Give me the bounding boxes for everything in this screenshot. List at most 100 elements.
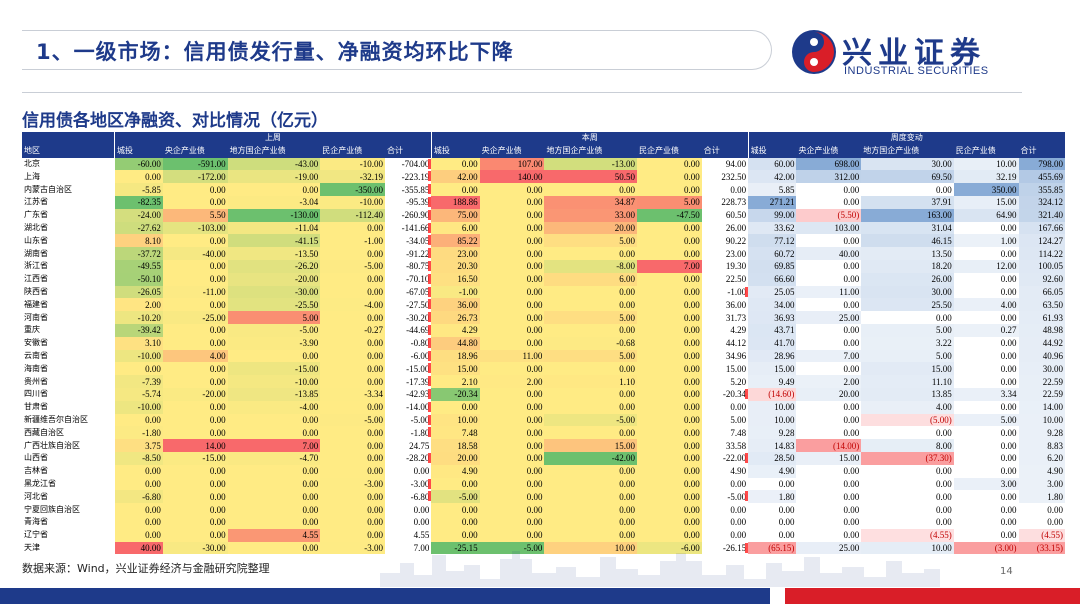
- last-value-cell: -30.00: [162, 541, 228, 555]
- curr-value-cell: 0.00: [544, 464, 637, 478]
- last-value-cell: 0.00: [114, 503, 163, 516]
- curr-value-cell: -42.00: [544, 451, 637, 465]
- curr-value-cell: 0.00: [544, 285, 637, 299]
- last-value-cell: 0.00: [162, 336, 228, 350]
- last-value-cell: 2.00: [114, 298, 163, 312]
- chg-value-cell: 1.00: [953, 234, 1019, 248]
- last-value-cell: 0.00: [162, 298, 228, 312]
- curr-value-cell: -25.15: [431, 541, 480, 555]
- chg-value-cell: 40.96: [1018, 349, 1065, 363]
- curr-value-cell: 11.00: [479, 349, 545, 363]
- last-value-cell: -13.85: [227, 387, 321, 401]
- last-value-cell: -0.27: [320, 323, 385, 337]
- curr-value-cell: 0.00: [479, 464, 545, 478]
- curr-value-cell: 0.00: [636, 503, 702, 516]
- chg-value-cell: 0.00: [861, 183, 954, 196]
- table-row: 重庆 -39.42 0.00 -5.00 -0.27 -44.69 4.29 0.00 0.00…: [22, 323, 1065, 337]
- last-value-cell: -130.00: [227, 208, 321, 222]
- chg-value-cell: 34.00: [748, 298, 797, 312]
- chg-value-cell: 8.83: [1018, 439, 1065, 452]
- last-value-cell: -15.00: [227, 362, 321, 376]
- curr-value-cell: 7.00: [636, 259, 702, 273]
- chg-value-cell: 0.00: [796, 195, 862, 209]
- last-value-cell: -172.00: [162, 170, 228, 184]
- curr-value-cell: 0.00: [636, 349, 702, 363]
- region-cell: 海南省: [24, 363, 48, 373]
- curr-value-cell: -5.00: [544, 413, 637, 427]
- column-header: 央企产业债: [479, 144, 545, 158]
- curr-value-cell: 0.00: [479, 490, 545, 504]
- last-value-cell: -10.00: [320, 195, 385, 209]
- last-value-cell: -15.00: [384, 362, 432, 376]
- table-row: 辽宁省 0.00 0.00 4.55 0.00 4.55 0.00 0.00 0.00 0.00 0…: [22, 528, 1065, 542]
- group-header-weekly-change: 周度变动: [747, 132, 1065, 145]
- last-value-cell: -223.19: [384, 170, 432, 184]
- curr-value-cell: 5.00: [544, 311, 637, 324]
- table-row: 河南省 -10.20 -25.00 5.00 0.00 -30.20 26.73 0.00 5.…: [22, 311, 1065, 324]
- chg-value-cell: 61.93: [1018, 311, 1065, 324]
- chg-value-cell: 25.50: [861, 298, 954, 312]
- slide-title: 1、一级市场：信用债发行量、净融资均环比下降: [36, 40, 514, 64]
- column-header: 民企产业债: [953, 144, 1019, 158]
- curr-value-cell: -47.50: [636, 208, 702, 222]
- chg-value-cell: 271.21: [748, 195, 797, 209]
- curr-value-cell: 26.00: [701, 221, 749, 235]
- curr-value-cell: -1.00: [701, 285, 749, 299]
- curr-value-cell: 0.00: [479, 183, 545, 196]
- last-value-cell: 0.00: [320, 349, 385, 363]
- curr-value-cell: 0.00: [479, 323, 545, 337]
- curr-value-cell: 4.29: [431, 323, 480, 337]
- chg-value-cell: 5.00: [861, 323, 954, 337]
- chg-value-cell: 0.00: [796, 234, 862, 248]
- last-value-cell: 0.00: [162, 183, 228, 196]
- last-value-cell: -260.90: [384, 208, 432, 222]
- column-header: 地方国企产业债: [544, 144, 637, 158]
- last-value-cell: -67.05: [384, 285, 432, 299]
- curr-value-cell: 0.00: [544, 387, 637, 401]
- curr-value-cell: 0.00: [431, 528, 480, 542]
- curr-value-cell: 0.00: [479, 272, 545, 286]
- curr-value-cell: 0.00: [636, 451, 702, 465]
- curr-value-cell: 42.00: [431, 170, 480, 184]
- chg-value-cell: 0.00: [796, 515, 862, 529]
- curr-value-cell: 5.00: [701, 413, 749, 427]
- last-value-cell: -27.62: [114, 221, 163, 235]
- city-skyline-watermark: [380, 551, 940, 587]
- last-value-cell: -60.00: [114, 157, 163, 171]
- curr-value-cell: 50.50: [544, 170, 637, 184]
- curr-value-cell: 0.00: [431, 503, 480, 516]
- chg-value-cell: 0.00: [748, 477, 797, 491]
- table-row: 黑龙江省 0.00 0.00 0.00 -3.00 -3.00 0.00 0.00 0.00 0.…: [22, 477, 1065, 491]
- last-value-cell: 0.00: [162, 490, 228, 504]
- region-cell: 宁夏回族自治区: [24, 504, 80, 514]
- chg-value-cell: 3.00: [1018, 477, 1065, 491]
- last-value-cell: -355.85: [384, 183, 432, 196]
- chg-value-cell: 0.00: [796, 336, 862, 350]
- chg-value-cell: 0.00: [861, 490, 954, 504]
- table-row: 海南省 0.00 0.00 -15.00 0.00 -15.00 15.00 0.00 0.00…: [22, 362, 1065, 376]
- region-cell: 新疆维吾尔自治区: [24, 414, 88, 424]
- chg-value-cell: 64.90: [953, 208, 1019, 222]
- chg-value-cell: 10.00: [1018, 413, 1065, 427]
- last-value-cell: -20.00: [227, 272, 321, 286]
- last-value-cell: -141.66: [384, 221, 432, 235]
- table-row: 安徽省 3.10 0.00 -3.90 0.00 -0.80 44.80 0.00 -0.68 0…: [22, 336, 1065, 350]
- footer-bar-red: [785, 588, 1080, 604]
- chg-value-cell: 455.69: [1018, 170, 1065, 184]
- curr-value-cell: 4.90: [701, 464, 749, 478]
- table-row: 广东省 -24.00 5.50 -130.00 -112.40 -260.90 75.00 0…: [22, 208, 1065, 222]
- curr-value-cell: 6.00: [431, 221, 480, 235]
- region-cell: 四川省: [24, 389, 48, 399]
- last-value-cell: -6.80: [384, 490, 432, 504]
- region-cell: 浙江省: [24, 261, 48, 271]
- column-header: 合计: [384, 144, 432, 158]
- chg-value-cell: 0.00: [953, 515, 1019, 529]
- chg-value-cell: 13.85: [861, 387, 954, 401]
- curr-value-cell: 0.00: [544, 247, 637, 260]
- chg-value-cell: 32.19: [953, 170, 1019, 184]
- table-row: 甘肃省 -10.00 0.00 -4.00 0.00 -14.00 0.00 0.00 0.00…: [22, 400, 1065, 414]
- data-source-note: 数据来源：Wind，兴业证券经济与金融研究院整理: [22, 562, 270, 575]
- curr-value-cell: 0.00: [636, 183, 702, 196]
- chg-value-cell: 0.00: [796, 413, 862, 427]
- last-value-cell: 0.00: [114, 362, 163, 376]
